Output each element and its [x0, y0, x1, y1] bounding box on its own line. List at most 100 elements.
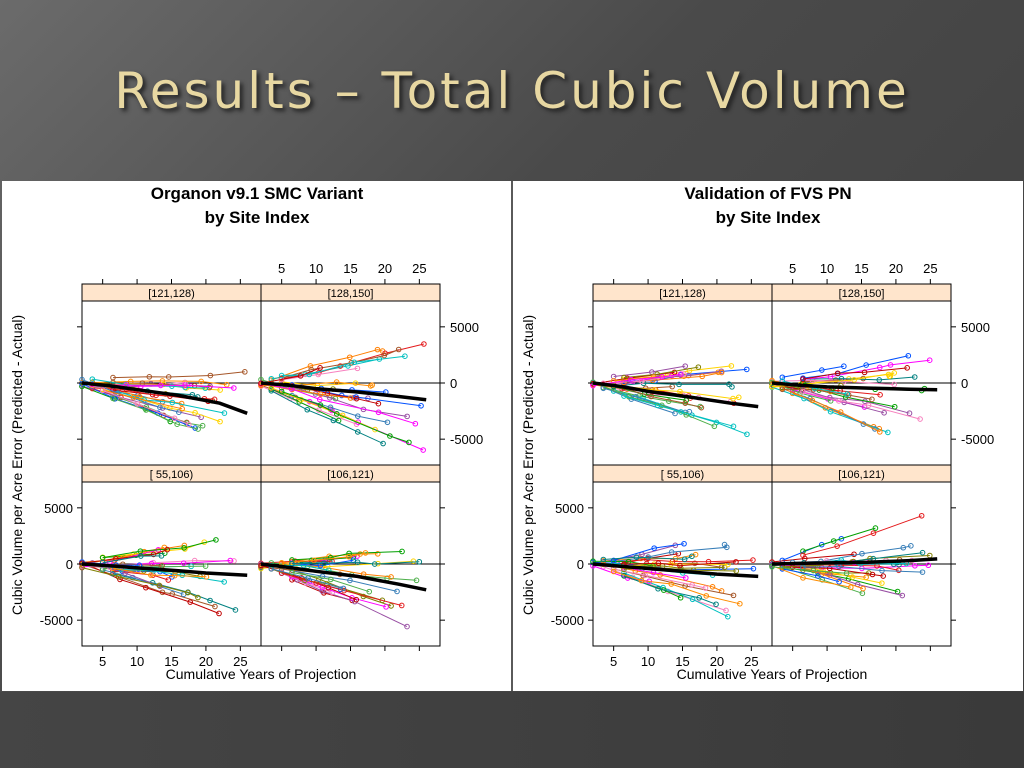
series-line	[782, 365, 844, 378]
data-point	[317, 402, 324, 408]
series-line	[92, 378, 206, 389]
data-point	[819, 367, 825, 373]
mean-trend-line	[592, 562, 759, 579]
data-point	[718, 369, 725, 376]
series-line	[771, 565, 851, 588]
data-point	[340, 585, 347, 592]
data-point	[919, 549, 926, 556]
data-point	[899, 592, 906, 599]
data-point	[699, 373, 705, 380]
data-point	[906, 410, 913, 417]
data-point	[158, 553, 165, 559]
series-line	[81, 567, 199, 598]
data-point	[410, 558, 417, 564]
series-line	[281, 572, 402, 606]
series-line	[613, 571, 740, 605]
data-point	[709, 583, 716, 590]
series-line	[603, 555, 693, 560]
data-point	[319, 573, 326, 580]
data-point	[730, 423, 737, 430]
data-point	[713, 601, 719, 608]
data-point	[621, 393, 627, 399]
data-point	[346, 550, 352, 557]
data-point	[388, 574, 394, 580]
data-point	[861, 369, 868, 376]
data-point	[352, 380, 359, 386]
data-point	[917, 416, 923, 422]
data-point	[354, 413, 361, 419]
data-point	[221, 410, 228, 416]
series-line	[271, 387, 376, 431]
data-point	[800, 548, 806, 555]
data-point	[418, 402, 424, 409]
data-point	[216, 610, 222, 617]
data-point	[779, 386, 786, 393]
data-point	[110, 570, 116, 577]
data-point	[374, 551, 381, 557]
data-point	[877, 429, 883, 435]
data-point	[399, 548, 405, 555]
series-line	[112, 567, 207, 578]
data-point	[681, 371, 687, 377]
facet-strip-label: [128,150]	[328, 288, 374, 300]
series-line	[92, 380, 227, 386]
series-line	[623, 575, 717, 605]
series-line	[291, 576, 387, 608]
data-point	[157, 404, 163, 411]
series-line	[613, 365, 686, 377]
data-point	[402, 353, 408, 359]
data-point	[354, 559, 361, 565]
facet-panel: [ 55,106) 5 10 15 20 25 5000 0 -5000	[551, 464, 773, 669]
x-tick-label: 20	[710, 654, 724, 669]
data-point	[176, 409, 182, 415]
data-point	[311, 557, 317, 564]
series-line	[260, 367, 321, 384]
series-line	[782, 387, 881, 433]
y-tick-label: 5000	[555, 501, 584, 516]
data-point	[648, 393, 654, 400]
data-point	[689, 582, 695, 588]
data-point	[182, 546, 188, 552]
data-point	[810, 567, 817, 574]
data-point	[184, 589, 191, 596]
data-point	[737, 600, 743, 607]
chart-title: Validation of FVS PN	[684, 184, 851, 203]
x-tick-label: 25	[412, 261, 426, 276]
data-point	[199, 422, 206, 429]
series-line	[281, 367, 358, 381]
x-tick-label: 5	[99, 654, 106, 669]
data-point	[134, 401, 141, 407]
data-point	[278, 372, 285, 379]
data-point	[187, 599, 194, 605]
data-point	[79, 376, 85, 383]
data-point	[202, 385, 209, 391]
data-point	[329, 589, 335, 596]
data-point	[849, 574, 856, 580]
data-point	[800, 575, 806, 581]
data-point	[860, 421, 867, 427]
data-point	[195, 426, 201, 432]
x-tick-label: 25	[744, 654, 758, 669]
data-point	[195, 594, 201, 601]
data-point	[395, 346, 402, 353]
data-point	[258, 565, 264, 572]
data-point	[672, 410, 678, 417]
data-point	[918, 512, 925, 519]
data-point	[869, 396, 875, 403]
data-point	[925, 562, 932, 569]
data-point	[146, 374, 153, 380]
data-point	[886, 373, 893, 380]
data-point	[703, 593, 710, 599]
data-point	[728, 363, 735, 369]
data-point	[665, 398, 672, 404]
y-tick-label: -5000	[551, 613, 584, 628]
data-point	[371, 561, 378, 567]
data-point	[333, 379, 340, 385]
data-point	[682, 400, 689, 406]
series-line	[291, 572, 370, 593]
data-point	[420, 447, 426, 453]
data-point	[779, 374, 786, 381]
series-line	[782, 388, 872, 400]
data-point	[891, 403, 898, 410]
data-point	[725, 613, 731, 620]
